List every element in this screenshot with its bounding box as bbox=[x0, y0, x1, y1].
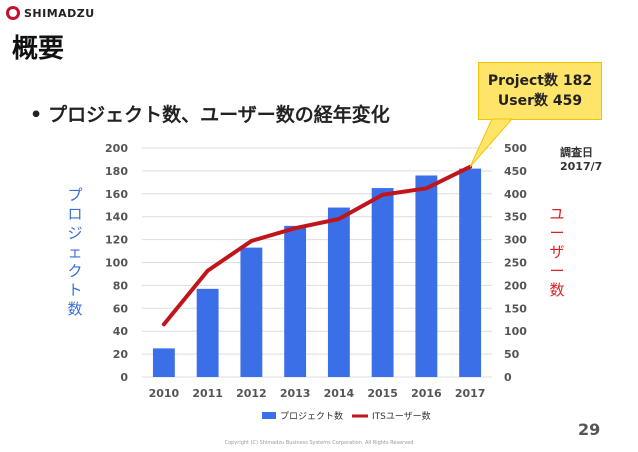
x-tick-label: 2013 bbox=[280, 387, 311, 400]
y-tick-label: 20 bbox=[113, 348, 129, 361]
x-tick-label: 2010 bbox=[149, 387, 180, 400]
y-tick-label: 60 bbox=[113, 302, 129, 315]
y2-tick-label: 300 bbox=[504, 234, 527, 247]
logo-text: SHIMADZU bbox=[24, 6, 95, 20]
y-tick-label: 100 bbox=[105, 257, 128, 270]
legend-label-line: ITSユーザー数 bbox=[372, 410, 431, 422]
y-tick-label: 80 bbox=[113, 279, 129, 292]
y-tick-label: 180 bbox=[105, 165, 128, 178]
y-tick-label: 140 bbox=[105, 211, 128, 224]
y2-tick-label: 0 bbox=[504, 371, 512, 384]
bullet-item: • プロジェクト数、ユーザー数の経年変化 bbox=[30, 100, 390, 127]
y2-tick-label: 500 bbox=[504, 142, 527, 155]
bar bbox=[415, 175, 438, 377]
line-point bbox=[337, 217, 341, 221]
y2-tick-label: 450 bbox=[504, 165, 527, 178]
x-tick-label: 2011 bbox=[192, 387, 223, 400]
bullet-dot: • bbox=[30, 104, 43, 126]
y-axis-label-right: ユーザー数 bbox=[549, 205, 565, 299]
line-point bbox=[249, 239, 253, 243]
y2-tick-label: 250 bbox=[504, 257, 527, 270]
shimadzu-logo: SHIMADZU bbox=[6, 6, 95, 20]
x-tick-label: 2017 bbox=[455, 387, 486, 400]
callout-user-count: User数 459 bbox=[497, 93, 583, 109]
bar bbox=[196, 288, 219, 377]
y2-tick-label: 400 bbox=[504, 188, 527, 201]
y-axis-label-left: プロジェクト数 bbox=[67, 186, 83, 318]
y2-tick-label: 150 bbox=[504, 302, 527, 315]
callout-pointer bbox=[469, 118, 514, 168]
y-tick-label: 40 bbox=[113, 325, 129, 338]
x-tick-label: 2015 bbox=[367, 387, 398, 400]
bullet-text: プロジェクト数、ユーザー数の経年変化 bbox=[48, 104, 390, 126]
y2-tick-label: 100 bbox=[504, 325, 527, 338]
bar bbox=[371, 188, 394, 377]
line-point bbox=[381, 193, 385, 197]
legend-label-bar: プロジェクト数 bbox=[280, 410, 343, 422]
x-tick-label: 2014 bbox=[324, 387, 355, 400]
summary-callout: Project数 182 User数 459 bbox=[478, 62, 602, 120]
logo-icon bbox=[6, 6, 20, 20]
line-point bbox=[162, 322, 166, 326]
legend-swatch-bar bbox=[262, 412, 276, 419]
bar bbox=[459, 168, 482, 377]
line-point bbox=[206, 269, 210, 273]
series-line bbox=[161, 164, 473, 327]
bar bbox=[284, 225, 307, 377]
x-tick-label: 2016 bbox=[411, 387, 442, 400]
y-tick-label: 120 bbox=[105, 234, 128, 247]
slide-title: 概要 bbox=[12, 34, 65, 64]
bar bbox=[152, 348, 175, 377]
x-tick-label: 2012 bbox=[236, 387, 267, 400]
y2-tick-label: 350 bbox=[504, 211, 527, 224]
y-tick-label: 160 bbox=[105, 188, 128, 201]
bar bbox=[240, 247, 263, 377]
copyright-text: Copyright (C) Shimadzu Business Systems … bbox=[224, 440, 414, 446]
bar bbox=[327, 207, 350, 377]
line-point bbox=[424, 186, 428, 190]
survey-date: 調査日 2017/7 bbox=[560, 146, 604, 173]
callout-project-count: Project数 182 bbox=[487, 73, 593, 89]
line-point bbox=[293, 226, 297, 230]
y-tick-label: 200 bbox=[105, 142, 128, 155]
y2-tick-label: 200 bbox=[504, 279, 527, 292]
y2-tick-label: 50 bbox=[504, 348, 520, 361]
y-tick-label: 0 bbox=[120, 371, 128, 384]
page-number: 29 bbox=[578, 420, 601, 439]
